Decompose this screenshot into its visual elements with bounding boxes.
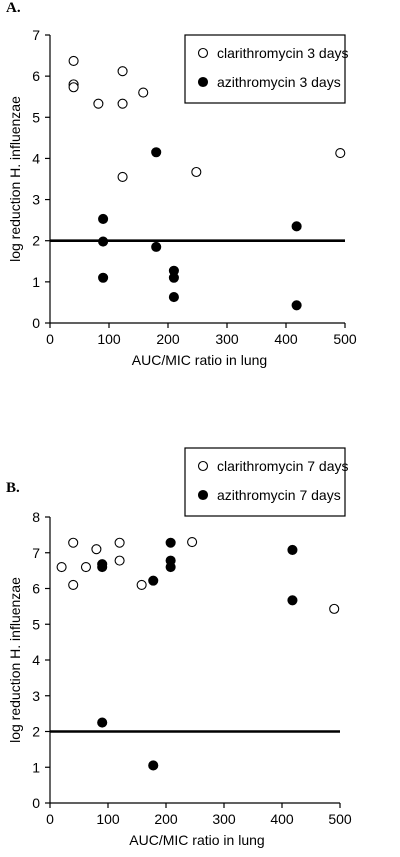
filled-circle-point xyxy=(291,300,302,311)
filled-circle-point xyxy=(151,147,162,158)
y-tick-label: 5 xyxy=(32,616,40,632)
legend-open-circle-icon xyxy=(197,47,209,59)
legend-filled-circle-icon xyxy=(197,76,209,88)
open-circle-point xyxy=(68,579,79,590)
open-circle-point xyxy=(117,66,128,77)
y-tick-label: 3 xyxy=(32,688,40,704)
y-tick-label: 8 xyxy=(32,509,40,525)
y-axis-label: log reduction H. influenzae xyxy=(7,577,23,743)
legend-filled-circle-icon xyxy=(197,489,209,501)
panel-label: B. xyxy=(6,480,20,496)
legend-label: azithromycin 7 days xyxy=(217,487,341,503)
x-tick-label: 400 xyxy=(274,331,298,347)
x-tick-label: 0 xyxy=(46,331,54,347)
open-circle-point xyxy=(114,537,125,548)
y-axis-label: log reduction H. influenzae xyxy=(7,96,23,262)
y-tick-label: 1 xyxy=(32,759,40,775)
x-tick-label: 0 xyxy=(46,811,54,827)
filled-circle-point xyxy=(168,272,179,283)
legend-open-circle-icon xyxy=(197,460,209,472)
open-circle-point xyxy=(335,148,346,159)
y-tick-label: 2 xyxy=(32,724,40,740)
filled-circle-point xyxy=(165,537,176,548)
x-axis-label: AUC/MIC ratio in lung xyxy=(129,832,264,848)
open-circle-point xyxy=(80,561,92,573)
panel-a: A. 0 100 200 300 400 500 0 1 2 3 4 5 6 7 AUC/MIC ratio … xyxy=(6,0,357,368)
panel-label: A. xyxy=(6,0,21,16)
open-circle-point xyxy=(191,166,202,178)
panel-b: B. 0 100 200 300 400 500 0 1 2 3 4 5 6 7 8 AUC/MIC ratio… xyxy=(6,447,352,848)
x-tick-label: 500 xyxy=(333,331,357,347)
filled-circle-point xyxy=(165,561,176,573)
x-tick-label: 100 xyxy=(96,811,120,827)
open-circle-point xyxy=(138,87,149,98)
open-circle-point xyxy=(114,555,125,566)
open-circle-point xyxy=(136,579,147,590)
x-tick-label: 500 xyxy=(328,811,352,827)
x-tick-label: 200 xyxy=(156,331,180,347)
filled-circle-point xyxy=(148,760,159,771)
y-tick-label: 7 xyxy=(32,545,40,561)
open-circle-point xyxy=(68,55,79,66)
open-circle-point xyxy=(68,82,79,93)
legend-label: clarithromycin 3 days xyxy=(217,45,349,61)
open-circle-point xyxy=(93,98,104,109)
y-tick-label: 2 xyxy=(32,233,40,249)
y-tick-label: 1 xyxy=(32,274,40,290)
filled-circle-point xyxy=(168,292,179,303)
filled-circle-point xyxy=(287,544,298,555)
y-tick-label: 0 xyxy=(32,315,40,331)
y-tick-label: 0 xyxy=(32,795,40,811)
open-circle-point xyxy=(91,544,102,555)
x-tick-label: 200 xyxy=(154,811,178,827)
y-tick-label: 4 xyxy=(32,652,40,668)
filled-circle-point xyxy=(287,595,298,606)
x-tick-label: 300 xyxy=(212,811,236,827)
y-tick-label: 6 xyxy=(32,68,40,84)
filled-circle-point xyxy=(151,241,162,252)
x-axis-label: AUC/MIC ratio in lung xyxy=(132,352,267,368)
y-tick-label: 6 xyxy=(32,581,40,597)
open-circle-point xyxy=(187,536,198,548)
open-circle-point xyxy=(68,537,79,548)
legend-box xyxy=(184,447,346,517)
filled-circle-point xyxy=(291,221,302,232)
legend-label: clarithromycin 7 days xyxy=(217,458,349,474)
filled-circle-point xyxy=(148,575,159,586)
filled-circle-point xyxy=(97,717,108,728)
x-tick-label: 100 xyxy=(97,331,121,347)
legend-label: azithromycin 3 days xyxy=(217,74,341,90)
open-circle-point xyxy=(117,171,128,182)
x-tick-label: 400 xyxy=(270,811,294,827)
y-tick-label: 7 xyxy=(32,27,40,43)
filled-circle-point xyxy=(98,213,109,224)
filled-circle-point xyxy=(97,561,108,573)
y-tick-label: 3 xyxy=(32,192,40,208)
y-tick-label: 4 xyxy=(32,150,40,166)
legend-box xyxy=(184,34,346,104)
x-tick-label: 300 xyxy=(215,331,239,347)
y-tick-label: 5 xyxy=(32,109,40,125)
filled-circle-point xyxy=(98,236,109,247)
open-circle-point xyxy=(329,603,340,614)
open-circle-point xyxy=(56,561,67,573)
filled-circle-point xyxy=(98,272,109,283)
open-circle-point xyxy=(117,98,128,109)
